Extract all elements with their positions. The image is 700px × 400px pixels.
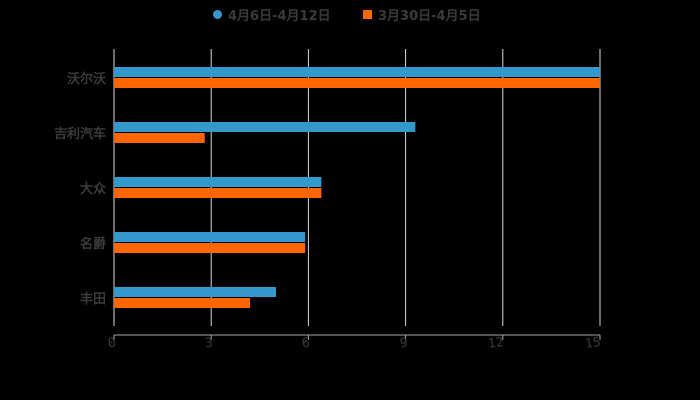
legend-item-series-2[interactable]: 3月30日-4月5日 bbox=[363, 4, 481, 24]
legend-label: 4月6日-4月12日 bbox=[228, 8, 331, 24]
legend-label: 3月30日-4月5日 bbox=[378, 8, 481, 24]
bar-series-1[interactable] bbox=[114, 122, 416, 132]
legend-item-series-1[interactable]: 4月6日-4月12日 bbox=[213, 4, 331, 24]
square-marker-icon bbox=[363, 9, 372, 19]
bar-series-2[interactable] bbox=[114, 78, 600, 88]
x-tick-label: 12 bbox=[486, 334, 505, 353]
bar-series-2[interactable] bbox=[114, 133, 205, 143]
category-label: 丰田 bbox=[79, 292, 106, 307]
category-label: 吉利汽车 bbox=[53, 127, 106, 142]
bar-series-1[interactable] bbox=[114, 177, 322, 187]
bar-series-1[interactable] bbox=[114, 287, 276, 297]
bar-series-1[interactable] bbox=[114, 232, 306, 242]
category-label: 沃尔沃 bbox=[66, 72, 106, 87]
bar-series-2[interactable] bbox=[114, 298, 251, 308]
bar-series-2[interactable] bbox=[114, 243, 306, 253]
x-tick-label: 9 bbox=[398, 335, 409, 352]
bar-series-1[interactable] bbox=[114, 67, 600, 77]
x-tick-label: 15 bbox=[584, 334, 602, 353]
legend: 4月6日-4月12日 3月30日-4月5日 bbox=[0, 4, 700, 24]
bar-series-2[interactable] bbox=[114, 188, 322, 198]
circle-marker-icon bbox=[213, 9, 222, 19]
category-label: 名爵 bbox=[79, 237, 106, 252]
category-label: 大众 bbox=[79, 182, 106, 197]
